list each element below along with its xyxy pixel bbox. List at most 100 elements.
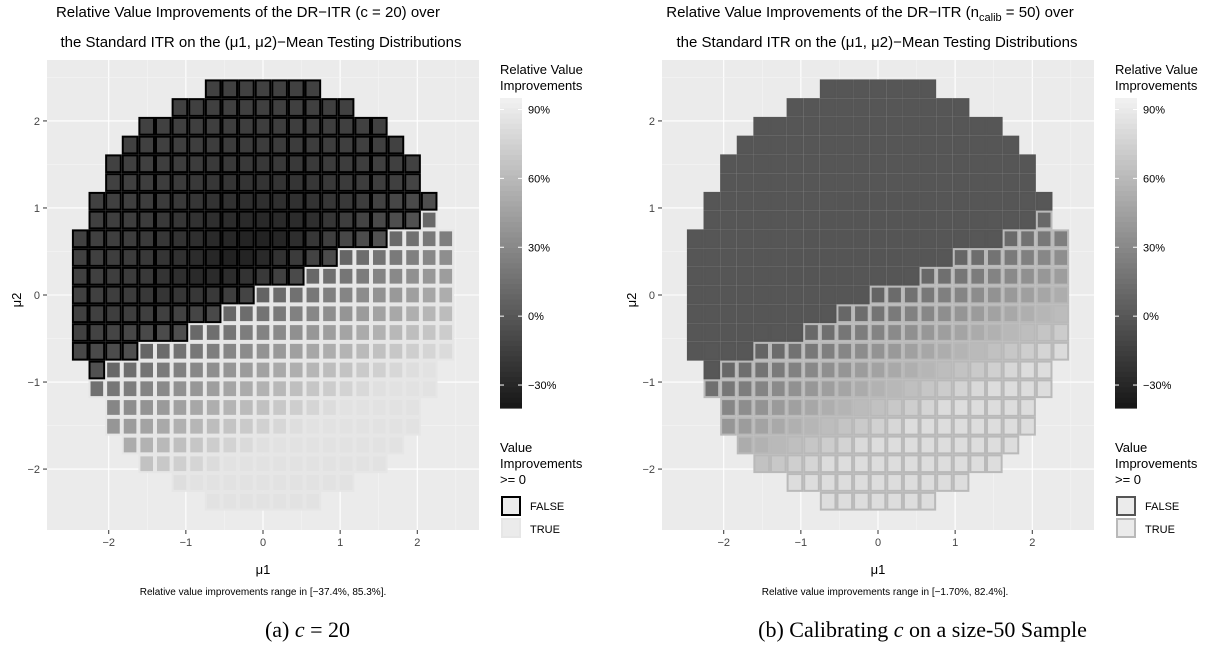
chart-title-part-3: = 50) over	[1002, 4, 1074, 21]
tile-false	[819, 98, 837, 117]
tile-false	[836, 154, 854, 174]
tile-false	[71, 229, 89, 249]
tile-false	[221, 135, 239, 155]
tile-false	[221, 79, 239, 99]
tile-false	[936, 229, 953, 249]
tile-true	[919, 491, 937, 511]
tile-false	[753, 248, 770, 267]
tile-false	[769, 304, 787, 324]
tile-false	[986, 116, 1003, 136]
tile-true	[238, 491, 255, 511]
tile-true	[936, 435, 953, 455]
tile-true	[437, 229, 455, 249]
tile-true	[304, 379, 322, 399]
tile-false	[154, 229, 172, 249]
tile-true	[919, 360, 937, 380]
tile-true	[952, 416, 970, 436]
tile-true	[371, 248, 388, 267]
y-axis-ticks: −2 −1 0 1 2	[642, 116, 662, 476]
value-legend-title-line-1: Relative Value	[500, 62, 583, 77]
colorbar-segment	[500, 103, 522, 109]
colorbar-segment	[500, 160, 522, 166]
tile-true	[819, 454, 837, 474]
colorbar-segment	[1115, 227, 1137, 233]
tile-true	[138, 341, 155, 361]
tile-false	[952, 98, 970, 117]
tile-true	[969, 304, 987, 324]
x-axis-title: μ1	[871, 562, 886, 577]
colorbar-segment	[500, 284, 522, 290]
tile-false	[986, 229, 1003, 249]
tile-true	[271, 360, 288, 380]
tile-false	[188, 98, 205, 117]
tile-false	[853, 210, 870, 230]
tile-true	[271, 341, 288, 361]
colorbar-segment	[500, 227, 522, 233]
tile-false	[736, 304, 754, 324]
tile-false	[238, 79, 255, 99]
subcaption-a-rest: = 20	[304, 617, 351, 642]
colorbar-segment	[1115, 211, 1137, 218]
tile-true	[371, 416, 388, 436]
tile-true	[287, 323, 305, 342]
tile-true	[321, 323, 338, 342]
tile-false	[204, 154, 222, 174]
colorbar-segment	[500, 263, 522, 270]
colorbar-segment	[1115, 346, 1137, 352]
tile-true	[287, 341, 305, 361]
tile-true	[387, 285, 405, 305]
tile-true	[171, 473, 189, 492]
colorbar-segment	[1115, 351, 1137, 357]
tile-true	[769, 341, 787, 361]
tile-false	[902, 229, 920, 249]
colorbar-tick-label: 0%	[528, 311, 544, 323]
colorbar-segment	[1115, 263, 1137, 270]
tile-true	[769, 360, 787, 380]
tile-true	[736, 416, 754, 436]
chart-title-line-2: the Standard ITR on the (μ1, μ2)−Mean Te…	[677, 34, 1078, 51]
tile-false	[736, 285, 754, 305]
tile-false	[786, 304, 804, 324]
tile-false	[919, 191, 937, 211]
tile-true	[969, 379, 987, 399]
y-tick-label: 0	[649, 290, 655, 302]
x-tick-label: 2	[414, 537, 420, 549]
x-tick-label: −2	[102, 537, 115, 549]
tile-false	[919, 229, 937, 249]
tile-false	[354, 116, 372, 136]
x-tick-label: 2	[1029, 537, 1035, 549]
tile-true	[371, 398, 388, 417]
tile-true	[321, 341, 338, 361]
tile-true	[354, 341, 372, 361]
tile-true	[354, 304, 372, 324]
tile-false	[753, 229, 770, 249]
tile-true	[287, 398, 305, 417]
tile-false	[720, 210, 737, 230]
tile-false	[171, 266, 189, 286]
tile-true	[986, 398, 1003, 417]
chart-title-line-2: the Standard ITR on the (μ1, μ2)−Mean Te…	[61, 34, 462, 51]
tile-true	[1002, 229, 1020, 249]
subcaption-b-prefix: (b) Calibrating	[758, 617, 894, 642]
tile-false	[736, 191, 754, 211]
tile-false	[105, 154, 122, 174]
tile-false	[254, 173, 272, 192]
tile-true	[287, 360, 305, 380]
tile-true	[836, 473, 854, 492]
tile-true	[254, 473, 272, 492]
colorbar-segment	[500, 170, 522, 177]
tile-false	[138, 116, 155, 136]
tile-true	[1052, 323, 1070, 342]
chart-caption: Relative value improvements range in [−3…	[140, 587, 387, 598]
tile-true	[121, 360, 139, 380]
tile-false	[869, 210, 887, 230]
tile-true	[254, 435, 272, 455]
tile-false	[819, 154, 837, 174]
bool-legend-title-line-3: >= 0	[500, 472, 526, 487]
tile-true	[404, 341, 421, 361]
tile-true	[986, 341, 1003, 361]
tile-true	[304, 360, 322, 380]
tile-true	[803, 435, 820, 455]
tile-false	[753, 210, 770, 230]
tile-true	[354, 454, 372, 474]
